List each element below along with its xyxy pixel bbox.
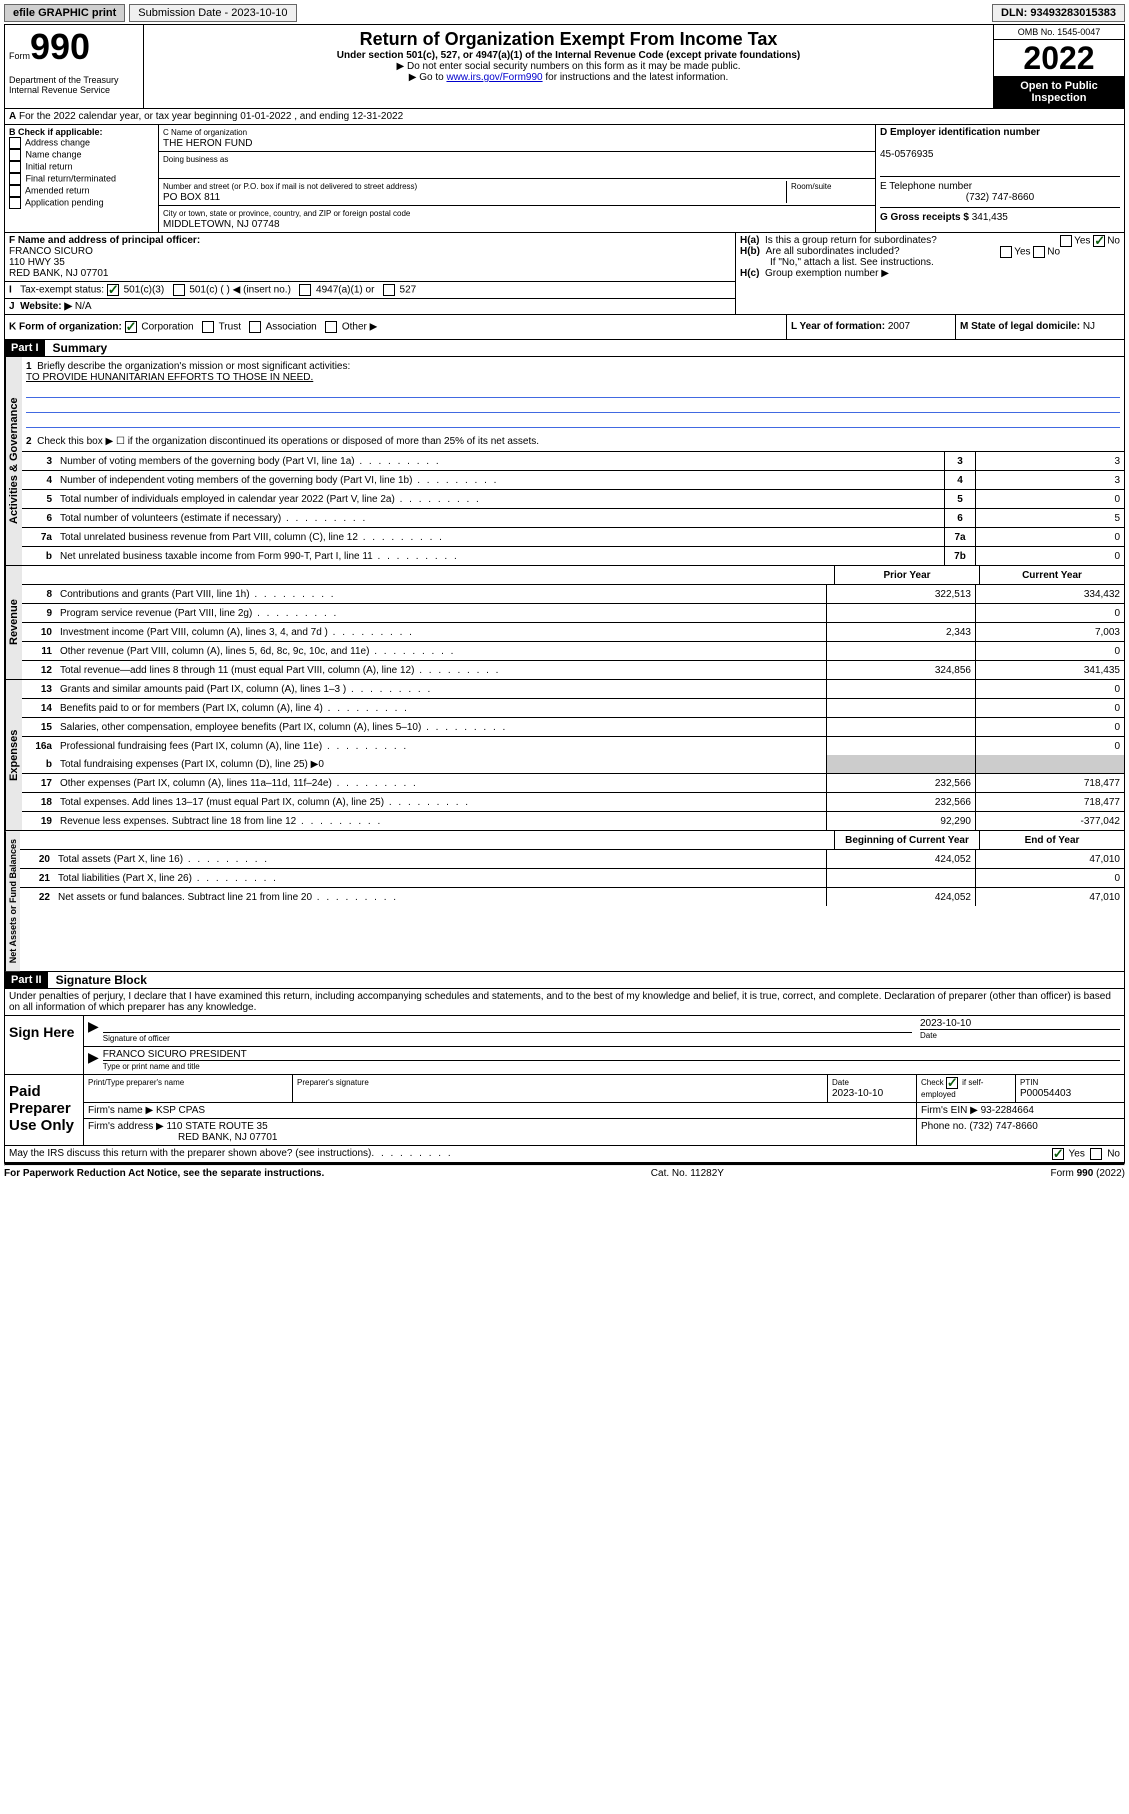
open-public: Open to Public Inspection	[994, 76, 1124, 108]
summary-line: 6 Total number of volunteers (estimate i…	[22, 509, 1124, 528]
net-label: Net Assets or Fund Balances	[5, 831, 20, 971]
tax-year: 2022	[994, 40, 1124, 76]
summary-line: 11 Other revenue (Part VIII, column (A),…	[22, 642, 1124, 661]
line-a: A For the 2022 calendar year, or tax yea…	[5, 109, 1124, 125]
gov-label: Activities & Governance	[5, 357, 22, 565]
summary-line: 16a Professional fundraising fees (Part …	[22, 737, 1124, 755]
summary-line: 17 Other expenses (Part IX, column (A), …	[22, 774, 1124, 793]
paid-preparer: Paid Preparer Use Only	[5, 1075, 84, 1145]
summary-line: 13 Grants and similar amounts paid (Part…	[22, 680, 1124, 699]
irs-link[interactable]: www.irs.gov/Form990	[446, 72, 542, 83]
year-formation: 2007	[888, 321, 910, 332]
mission: TO PROVIDE HUNANITARIAN EFFORTS TO THOSE…	[26, 372, 1120, 383]
officer-name: FRANCO SICURO PRESIDENT	[103, 1049, 1120, 1060]
sign-here: Sign Here	[5, 1016, 84, 1074]
summary-line: 15 Salaries, other compensation, employe…	[22, 718, 1124, 737]
checkbox-pending[interactable]	[9, 197, 21, 209]
top-bar: efile GRAPHIC print Submission Date - 20…	[4, 4, 1125, 22]
summary-line: 10 Investment income (Part VIII, column …	[22, 623, 1124, 642]
form-label: Form	[9, 51, 30, 61]
summary-line: 20 Total assets (Part X, line 16) 424,05…	[20, 850, 1124, 869]
summary-line: 12 Total revenue—add lines 8 through 11 …	[22, 661, 1124, 679]
checkbox-initial[interactable]	[9, 161, 21, 173]
footer-right: Form 990 (2022)	[1051, 1168, 1125, 1179]
instruction-1: ▶ Do not enter social security numbers o…	[152, 61, 985, 72]
summary-line: 22 Net assets or fund balances. Subtract…	[20, 888, 1124, 906]
summary-line: 18 Total expenses. Add lines 13–17 (must…	[22, 793, 1124, 812]
firm-name: KSP CPAS	[156, 1105, 205, 1116]
checkbox-amended[interactable]	[9, 185, 21, 197]
summary-line: 21 Total liabilities (Part X, line 26) 0	[20, 869, 1124, 888]
footer-left: For Paperwork Reduction Act Notice, see …	[4, 1168, 324, 1179]
box-b: B Check if applicable: Address change Na…	[5, 125, 159, 232]
summary-line: 7a Total unrelated business revenue from…	[22, 528, 1124, 547]
box-c: C Name of organization THE HERON FUND Do…	[159, 125, 876, 232]
ein: 45-0576935	[880, 149, 933, 160]
summary-line: 9 Program service revenue (Part VIII, li…	[22, 604, 1124, 623]
summary-line: 19 Revenue less expenses. Subtract line …	[22, 812, 1124, 830]
instruction-2: ▶ Go to www.irs.gov/Form990 for instruct…	[152, 72, 985, 83]
efile-button[interactable]: efile GRAPHIC print	[4, 4, 125, 22]
state-domicile: NJ	[1083, 321, 1095, 332]
penalty-text: Under penalties of perjury, I declare th…	[4, 989, 1125, 1016]
checkbox-name[interactable]	[9, 149, 21, 161]
summary-line: 3 Number of voting members of the govern…	[22, 452, 1124, 471]
part2-header: Part II	[5, 972, 48, 988]
summary-line: 5 Total number of individuals employed i…	[22, 490, 1124, 509]
part1-title: Summary	[45, 341, 108, 355]
checkbox-corp[interactable]	[125, 321, 137, 333]
dln: DLN: 93493283015383	[992, 4, 1125, 22]
checkbox-501c3[interactable]	[107, 284, 119, 296]
checkbox-final[interactable]	[9, 173, 21, 185]
summary-line: 14 Benefits paid to or for members (Part…	[22, 699, 1124, 718]
exp-label: Expenses	[5, 680, 22, 830]
form-title: Return of Organization Exempt From Incom…	[152, 29, 985, 50]
omb-number: OMB No. 1545-0047	[994, 25, 1124, 40]
city: MIDDLETOWN, NJ 07748	[163, 219, 280, 230]
checkbox-discuss-yes[interactable]	[1052, 1148, 1064, 1160]
summary-line: 8 Contributions and grants (Part VIII, l…	[22, 585, 1124, 604]
org-name: THE HERON FUND	[163, 138, 252, 149]
form-header: Form990 Department of the TreasuryIntern…	[4, 24, 1125, 109]
part1-header: Part I	[5, 340, 45, 356]
website: N/A	[75, 301, 92, 312]
checkbox-ha-no[interactable]	[1093, 235, 1105, 247]
gross-receipts: 341,435	[972, 212, 1008, 223]
part2-title: Signature Block	[48, 973, 147, 987]
form-subtitle: Under section 501(c), 527, or 4947(a)(1)…	[152, 50, 985, 61]
summary-line: 4 Number of independent voting members o…	[22, 471, 1124, 490]
checkbox-address[interactable]	[9, 137, 21, 149]
phone: (732) 747-8660	[880, 192, 1120, 203]
form-number: 990	[30, 26, 90, 67]
dept-treasury: Department of the TreasuryInternal Reven…	[9, 75, 139, 95]
summary-line: b Net unrelated business taxable income …	[22, 547, 1124, 565]
rev-label: Revenue	[5, 566, 22, 679]
submission-date: Submission Date - 2023-10-10	[129, 4, 296, 22]
street: PO BOX 811	[163, 192, 220, 203]
footer-center: Cat. No. 11282Y	[651, 1168, 724, 1179]
